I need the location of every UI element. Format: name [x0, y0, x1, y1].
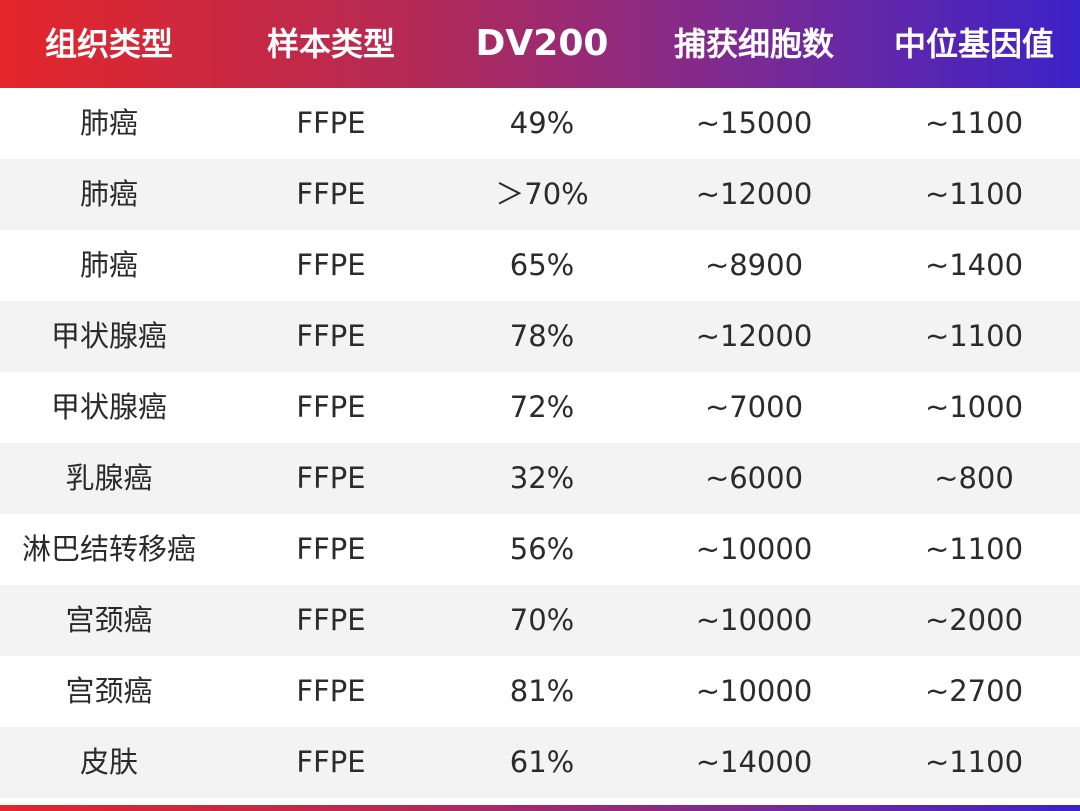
cell-captured-cells: ~14000: [695, 745, 813, 779]
cell-median-genes: ~1000: [924, 390, 1024, 424]
cell-median-genes: ~1400: [924, 248, 1024, 282]
cell-median-genes: ~1100: [924, 106, 1024, 140]
cell-captured-cells: ~10000: [695, 674, 813, 708]
cell-tissue-type: 宫颈癌: [65, 674, 153, 708]
header-sample-type: 样本类型: [266, 25, 395, 63]
cell-tissue-type: 乳腺癌: [65, 461, 153, 495]
table-row: 乳腺癌 FFPE 32% ~6000 ~800: [0, 443, 1080, 514]
cell-sample-type: FFPE: [296, 603, 366, 637]
cell-sample-type: FFPE: [296, 461, 366, 495]
cell-median-genes: ~1100: [924, 177, 1024, 211]
cell-median-genes: ~800: [934, 461, 1014, 495]
cell-median-genes: ~1100: [924, 745, 1024, 779]
cell-sample-type: FFPE: [296, 674, 366, 708]
footer-accent-bar: [0, 805, 1080, 811]
table-row: 甲状腺癌 FFPE 72% ~7000 ~1000: [0, 372, 1080, 443]
cell-sample-type: FFPE: [296, 745, 366, 779]
cell-tissue-type: 宫颈癌: [65, 603, 153, 637]
cell-dv200: ＞70%: [495, 177, 589, 211]
cell-tissue-type: 淋巴结转移癌: [21, 532, 196, 566]
table-row: 甲状腺癌 FFPE 78% ~12000 ~1100: [0, 301, 1080, 372]
cell-captured-cells: ~7000: [704, 390, 804, 424]
cell-sample-type: FFPE: [296, 177, 366, 211]
cell-captured-cells: ~8900: [704, 248, 804, 282]
cell-tissue-type: 肺癌: [79, 248, 138, 282]
cell-captured-cells: ~15000: [695, 106, 813, 140]
cell-captured-cells: ~6000: [704, 461, 804, 495]
header-tissue-type: 组织类型: [44, 25, 173, 63]
cell-dv200: 49%: [509, 106, 575, 140]
cell-sample-type: FFPE: [296, 248, 366, 282]
cell-dv200: 72%: [509, 390, 575, 424]
table-row: 肺癌 FFPE 65% ~8900 ~1400: [0, 230, 1080, 301]
cell-sample-type: FFPE: [296, 319, 366, 353]
table-row: 肺癌 FFPE ＞70% ~12000 ~1100: [0, 159, 1080, 230]
cell-dv200: 65%: [509, 248, 575, 282]
cell-median-genes: ~2000: [924, 603, 1024, 637]
cell-captured-cells: ~10000: [695, 532, 813, 566]
cell-sample-type: FFPE: [296, 532, 366, 566]
table-row: 淋巴结转移癌 FFPE 56% ~10000 ~1100: [0, 514, 1080, 585]
cell-dv200: 81%: [509, 674, 575, 708]
cell-median-genes: ~1100: [924, 532, 1024, 566]
cell-sample-type: FFPE: [296, 390, 366, 424]
cell-median-genes: ~2700: [924, 674, 1024, 708]
cell-sample-type: FFPE: [296, 106, 366, 140]
cell-dv200: 70%: [509, 603, 575, 637]
cell-tissue-type: 肺癌: [79, 177, 138, 211]
cell-dv200: 61%: [509, 745, 575, 779]
cell-captured-cells: ~12000: [695, 177, 813, 211]
table-body: 肺癌 FFPE 49% ~15000 ~1100 肺癌 FFPE ＞70% ~1…: [0, 88, 1080, 798]
header-median-genes: 中位基因值: [893, 25, 1054, 63]
table-row: 皮肤 FFPE 61% ~14000 ~1100: [0, 727, 1080, 798]
cell-dv200: 56%: [509, 532, 575, 566]
table-row: 宫颈癌 FFPE 81% ~10000 ~2700: [0, 656, 1080, 727]
cell-dv200: 78%: [509, 319, 575, 353]
table-header: 组织类型 样本类型 DV200 捕获细胞数 中位基因值: [0, 0, 1080, 88]
header-captured-cells: 捕获细胞数: [673, 25, 834, 63]
cell-tissue-type: 皮肤: [79, 745, 138, 779]
table-row: 宫颈癌 FFPE 70% ~10000 ~2000: [0, 585, 1080, 656]
table-row: 肺癌 FFPE 49% ~15000 ~1100: [0, 88, 1080, 159]
cell-median-genes: ~1100: [924, 319, 1024, 353]
cell-captured-cells: ~10000: [695, 603, 813, 637]
cell-dv200: 32%: [509, 461, 575, 495]
cell-tissue-type: 肺癌: [79, 106, 138, 140]
cell-tissue-type: 甲状腺癌: [50, 319, 167, 353]
cell-tissue-type: 甲状腺癌: [50, 390, 167, 424]
header-dv200: DV200: [475, 23, 609, 64]
cell-captured-cells: ~12000: [695, 319, 813, 353]
